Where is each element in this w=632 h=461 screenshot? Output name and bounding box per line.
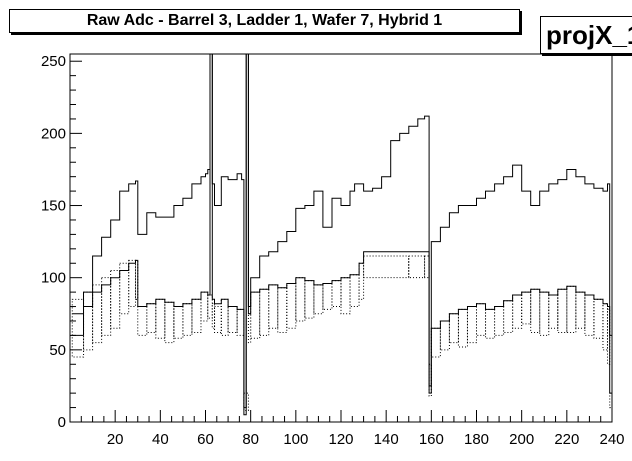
error-band-segment bbox=[268, 284, 279, 329]
x-tick-label: 20 bbox=[107, 431, 124, 448]
error-band-segment bbox=[182, 303, 193, 336]
x-tick-label: 120 bbox=[328, 431, 353, 448]
error-band-segment bbox=[593, 298, 604, 339]
stats-name: projX_1 bbox=[546, 20, 632, 50]
error-band-segment bbox=[227, 306, 238, 334]
error-band-segment bbox=[575, 291, 586, 329]
error-band-segment bbox=[137, 306, 148, 336]
error-band-segment bbox=[602, 303, 608, 351]
x-tick-label: 240 bbox=[599, 431, 624, 448]
error-band-segment bbox=[286, 282, 297, 329]
x-tick-label: 40 bbox=[152, 431, 169, 448]
error-band-segment bbox=[349, 274, 360, 308]
error-band-segment bbox=[173, 306, 184, 339]
error-band-segment bbox=[358, 262, 365, 300]
error-band-segment bbox=[503, 300, 514, 334]
error-band-segment bbox=[295, 277, 306, 322]
error-band-segment bbox=[566, 285, 577, 334]
y-tick-label: 150 bbox=[41, 198, 66, 215]
x-tick-label: 160 bbox=[419, 431, 444, 448]
plot-frame bbox=[69, 53, 613, 423]
y-tick-label: 250 bbox=[41, 53, 66, 70]
error-band-segment bbox=[101, 277, 112, 336]
error-band-segment bbox=[485, 308, 496, 339]
stats-box: projX_1 bbox=[540, 16, 632, 54]
error-band-segment bbox=[424, 255, 430, 279]
error-band-segment bbox=[313, 284, 324, 315]
x-tick-label: 60 bbox=[197, 431, 214, 448]
error-band-segment bbox=[92, 284, 103, 344]
error-band-segment bbox=[494, 306, 505, 336]
error-band-segment bbox=[331, 280, 342, 308]
error-band-segment bbox=[119, 262, 130, 315]
error-band-segment bbox=[557, 288, 568, 334]
error-band-segment bbox=[155, 298, 166, 339]
error-band-segment bbox=[584, 294, 595, 336]
y-tick-label: 50 bbox=[49, 342, 66, 359]
x-tick-label: 100 bbox=[283, 431, 308, 448]
error-band-segment bbox=[304, 280, 315, 319]
error-band-segment bbox=[220, 298, 229, 336]
error-band-segment bbox=[207, 294, 213, 319]
error-band-segment bbox=[250, 291, 261, 339]
error-band-segment bbox=[430, 327, 441, 358]
error-band-segment bbox=[214, 306, 222, 334]
error-band-segment bbox=[340, 277, 351, 315]
error-band-segment bbox=[466, 306, 478, 344]
histogram-title-box: Raw Adc - Barrel 3, Ladder 1, Wafer 7, H… bbox=[9, 9, 520, 33]
error-band-segment bbox=[164, 301, 175, 344]
x-tick-label: 80 bbox=[242, 431, 259, 448]
error-band-segment bbox=[191, 298, 202, 334]
x-tick-label: 140 bbox=[374, 431, 399, 448]
series-line bbox=[72, 53, 613, 416]
error-band-segment bbox=[322, 282, 333, 310]
error-band-segment bbox=[448, 313, 459, 344]
error-band-segment bbox=[363, 255, 410, 279]
error-band-segment bbox=[512, 294, 523, 329]
error-band-segment bbox=[110, 269, 121, 329]
error-band-segment bbox=[439, 320, 450, 351]
error-band-segment bbox=[521, 291, 532, 325]
error-band-segment bbox=[146, 303, 157, 334]
error-band-segment bbox=[476, 303, 487, 336]
error-band-segment bbox=[457, 308, 468, 348]
error-band-segment bbox=[83, 291, 94, 351]
error-band-segment bbox=[128, 259, 136, 308]
error-band-segment bbox=[200, 291, 209, 322]
y-tick-label: 0 bbox=[58, 414, 66, 431]
error-band-segment bbox=[71, 298, 85, 358]
error-band-segment bbox=[548, 294, 559, 329]
error-band-segment bbox=[539, 291, 550, 336]
error-band-segment bbox=[236, 308, 245, 336]
y-tick-label: 200 bbox=[41, 125, 66, 142]
error-band-segment bbox=[530, 288, 541, 334]
error-band-segment bbox=[259, 288, 270, 336]
error-band-segment bbox=[211, 303, 216, 329]
histogram-title: Raw Adc - Barrel 3, Ladder 1, Wafer 7, H… bbox=[86, 12, 443, 29]
y-tick-label: 100 bbox=[41, 270, 66, 287]
series-line bbox=[72, 53, 613, 409]
error-band-segment bbox=[408, 255, 426, 279]
x-tick-label: 220 bbox=[554, 431, 579, 448]
x-tick-label: 180 bbox=[464, 431, 489, 448]
error-band-segment bbox=[277, 287, 288, 334]
x-tick-label: 200 bbox=[509, 431, 534, 448]
